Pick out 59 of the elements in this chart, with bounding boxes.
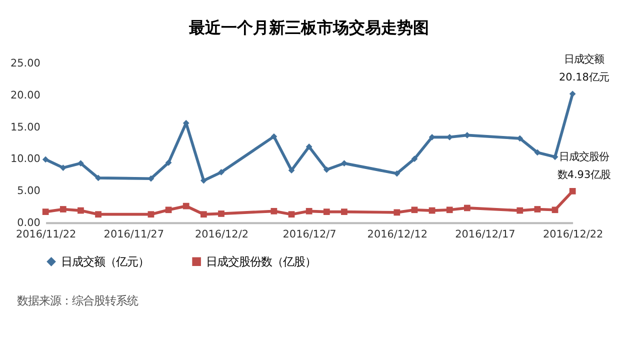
point <box>569 188 576 194</box>
y-tick-label: 15.00 <box>10 121 40 134</box>
point <box>165 159 172 166</box>
point <box>552 206 558 214</box>
point <box>270 133 278 140</box>
point <box>552 154 558 160</box>
point <box>288 211 295 218</box>
point <box>148 211 154 218</box>
point <box>411 206 418 214</box>
point <box>341 208 348 215</box>
point <box>446 206 453 214</box>
y-tick-label: 20.00 <box>10 89 40 102</box>
point <box>323 166 330 173</box>
point <box>78 207 84 214</box>
point <box>42 156 49 163</box>
point <box>534 206 541 212</box>
point <box>516 135 524 142</box>
point <box>516 207 524 214</box>
point <box>306 208 312 214</box>
point <box>200 177 207 184</box>
y-tick-label: 5.00 <box>17 185 40 198</box>
legend-label: 日成交股份数（亿股） <box>206 254 316 268</box>
point <box>464 204 470 212</box>
y-tick-label: 0.00 <box>17 216 40 229</box>
point <box>218 210 224 217</box>
x-tick-label: 2016/11/22 <box>16 228 76 240</box>
point <box>165 206 172 214</box>
annotation: 日成交股份 <box>558 150 609 163</box>
point <box>95 211 102 218</box>
y-tick-label: 10.00 <box>10 153 40 166</box>
chart-title: 最近一个月新三板市场交易走势图 <box>188 18 430 38</box>
annotation: 数4.93亿股 <box>557 168 611 181</box>
point <box>270 208 278 214</box>
annotation: 日成交额 <box>564 54 604 66</box>
point <box>288 167 295 174</box>
source-note: 数据来源：综合股转系统 <box>17 293 138 308</box>
point <box>306 144 312 150</box>
x-tick-label: 2016/12/22 <box>542 228 604 240</box>
point <box>218 169 224 176</box>
point <box>569 90 576 98</box>
legend-label: 日成交额（亿元） <box>60 254 149 268</box>
point <box>394 209 400 216</box>
point <box>60 164 66 171</box>
point <box>394 170 400 177</box>
point <box>411 156 418 162</box>
x-tick-label: 2016/12/7 <box>282 228 336 240</box>
y-tick-label: 25.00 <box>10 57 40 70</box>
point <box>78 160 84 166</box>
annotation: 20.18亿元 <box>559 72 609 84</box>
point <box>534 149 541 156</box>
point <box>182 202 190 210</box>
point <box>60 206 66 212</box>
point <box>323 208 330 215</box>
point <box>200 211 207 218</box>
point <box>42 208 49 215</box>
x-tick-label: 2016/12/17 <box>455 228 516 240</box>
x-tick-label: 2016/12/2 <box>194 228 248 240</box>
x-tick-label: 2016/12/12 <box>367 228 428 240</box>
x-tick-label: 2016/11/27 <box>104 228 164 240</box>
